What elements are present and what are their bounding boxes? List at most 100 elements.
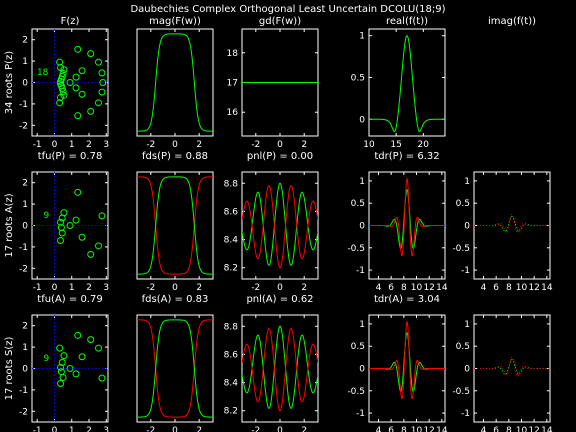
x-tick-label: 10 [411, 426, 423, 432]
plot-area [137, 33, 213, 132]
axes-frame [473, 314, 551, 423]
x-tick-label: 8 [506, 426, 512, 432]
root-point [78, 67, 86, 75]
subplot-title: real(f(t)) [386, 16, 428, 27]
root-point [58, 84, 66, 92]
x-tick-label: 2 [196, 426, 202, 432]
root-point [95, 344, 102, 352]
y-tick-label: 0.5 [456, 342, 470, 352]
subplot-xlabel: tdr(A) = 3.04 [374, 294, 440, 305]
x-tick-label: 12 [528, 426, 539, 432]
series-line [474, 359, 550, 375]
plot-area [474, 356, 550, 377]
subplot-xlabel: fds(A) = 0.83 [142, 294, 209, 305]
root-point [95, 99, 102, 107]
x-tick-label: 0 [277, 140, 283, 150]
root-point [66, 222, 74, 229]
y-tick-label: 8.2 [224, 264, 238, 274]
x-tick-label: 3 [103, 426, 109, 432]
y-tick-label: 8.2 [224, 407, 238, 417]
subplot-xlabel: tdr(P) = 6.32 [374, 151, 439, 162]
x-tick-label: 12 [423, 426, 434, 432]
x-tick-label: 10 [516, 283, 528, 293]
subplot-r0c3: real(f(t)) 10 15 20 0 0.5 1 tdr(P) = 6.32 [351, 16, 446, 162]
root-point [87, 50, 95, 58]
x-tick-label: -2 [251, 140, 260, 150]
x-tick-label: -2 [251, 283, 260, 293]
y-tick-label: 2 [22, 322, 28, 332]
x-tick-label: 8 [401, 426, 407, 432]
series-line [137, 319, 213, 418]
y-tick-label: 0.5 [351, 342, 365, 352]
x-tick-label: 0 [277, 426, 283, 432]
series-line [242, 328, 318, 412]
x-tick-label: 6 [493, 426, 499, 432]
x-tick-label: 2 [196, 140, 202, 150]
y-tick-label: -0.5 [452, 244, 470, 254]
plot-area [474, 213, 550, 234]
y-tick-label: 0.5 [351, 73, 365, 83]
y-tick-label: 8.4 [224, 236, 239, 246]
series-line [137, 319, 213, 418]
series-line [369, 177, 445, 257]
y-tick-label: -1 [19, 386, 28, 396]
root-point [57, 379, 64, 387]
y-tick-label: 2 [22, 179, 28, 189]
x-tick-label: -1 [33, 426, 42, 432]
root-point [72, 370, 80, 378]
root-point [78, 233, 86, 241]
root-point [59, 87, 67, 95]
root-point [60, 91, 68, 99]
x-tick-label: 4 [376, 426, 382, 432]
y-tick-label: 0 [359, 222, 365, 232]
y-tick-label: 1 [359, 32, 365, 42]
root-point [57, 236, 64, 244]
x-tick-label: 0 [277, 283, 283, 293]
root-point [66, 79, 74, 86]
x-tick-label: 6 [388, 426, 394, 432]
root-point [57, 64, 64, 72]
y-tick-label: 0 [359, 115, 365, 125]
x-tick-label: -2 [146, 283, 155, 293]
x-tick-label: 6 [388, 283, 394, 293]
root-point [98, 374, 106, 382]
y-tick-label: 2 [22, 36, 28, 46]
y-tick-label: -1 [19, 243, 28, 253]
x-tick-label: 1 [69, 426, 75, 432]
axes-frame [136, 28, 214, 137]
root-point [66, 365, 74, 372]
subplot-title: imag(f(t)) [488, 16, 536, 27]
y-tick-label: 8.6 [224, 350, 239, 360]
root-multiplicity-label: 18 [37, 68, 49, 78]
root-point [59, 70, 67, 78]
x-tick-label: 14 [436, 283, 448, 293]
subplot-title: mag(F(w)) [149, 16, 201, 27]
x-tick-label: 0 [172, 426, 178, 432]
root-point [72, 216, 80, 224]
x-tick-label: 12 [528, 283, 539, 293]
y-tick-label: 0 [22, 222, 28, 232]
y-tick-label: -2 [19, 407, 28, 417]
axes-frame [136, 314, 214, 423]
x-tick-label: 8 [401, 283, 407, 293]
x-tick-label: 3 [103, 140, 109, 150]
y-tick-label: -2 [19, 121, 28, 131]
y-tick-label: 1 [464, 320, 470, 330]
x-tick-label: 1 [69, 140, 75, 150]
plot-area: 9 [32, 315, 108, 422]
root-point [98, 212, 106, 220]
root-point [58, 73, 66, 81]
subplot-r0c2: gd(F(w)) -2 0 2 16 17 18 pnl(P) = 0.00 [227, 16, 319, 162]
root-point [60, 209, 68, 217]
series-line [137, 33, 213, 132]
series-line [137, 176, 213, 275]
root-point [56, 344, 64, 352]
y-tick-label: -1 [356, 266, 365, 276]
x-tick-label: 2 [301, 283, 307, 293]
